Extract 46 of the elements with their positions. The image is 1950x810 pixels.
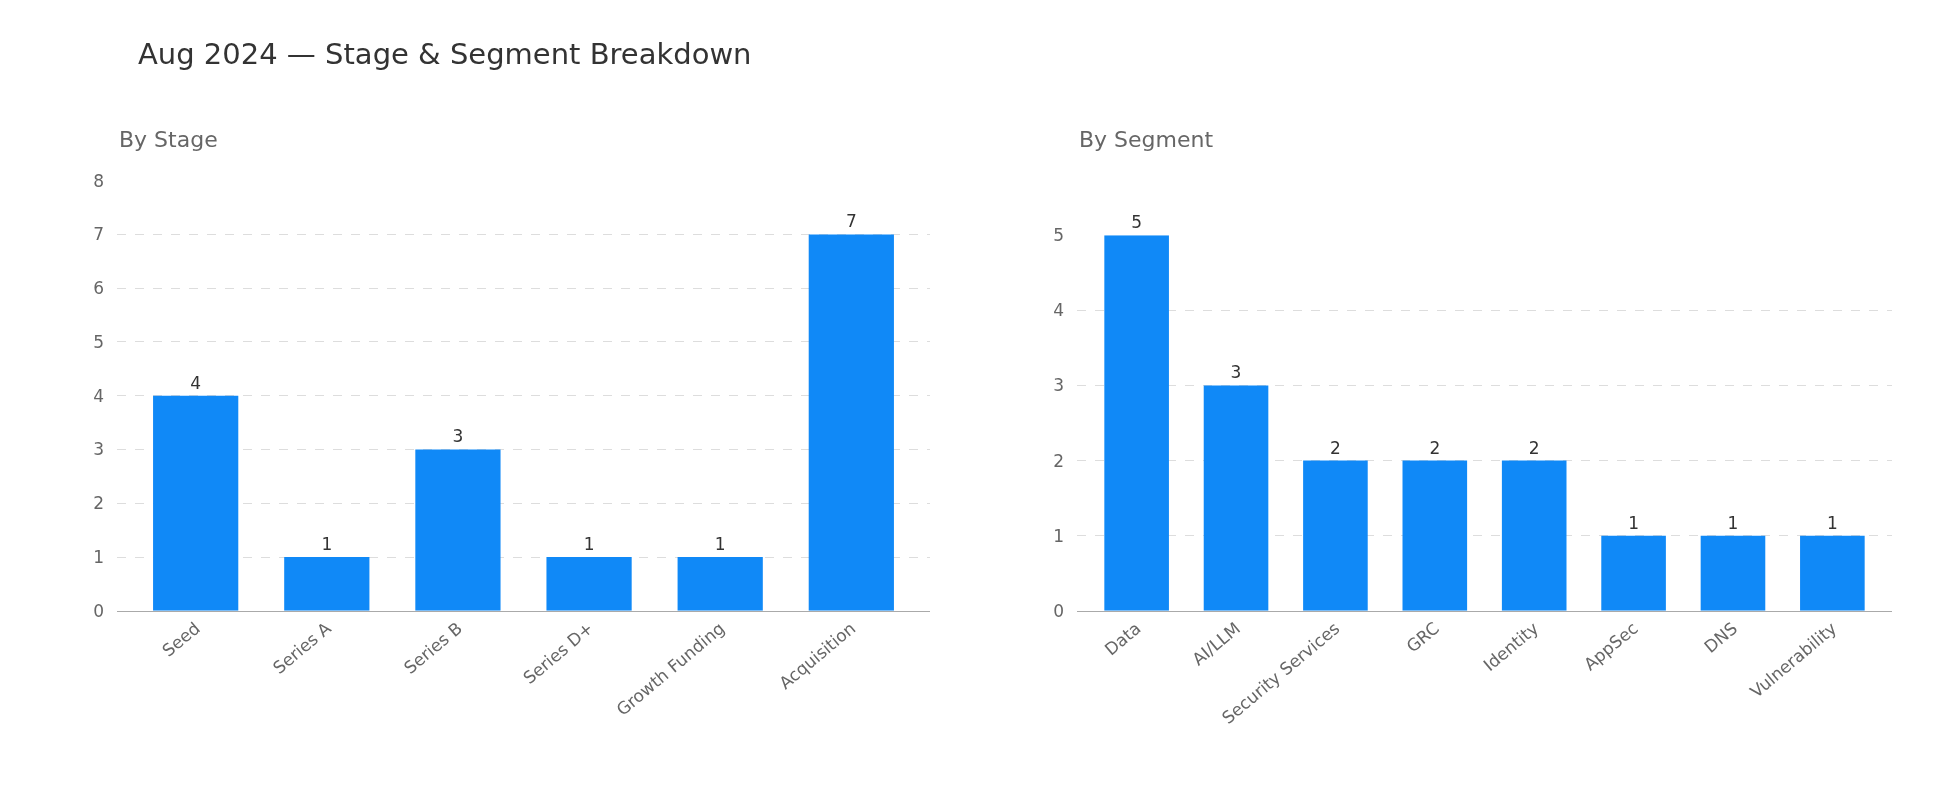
data-label: 1: [1826, 512, 1838, 533]
y-tick-label: 3: [93, 439, 104, 460]
data-label: 5: [1131, 212, 1143, 233]
bar: [153, 395, 239, 611]
bar: [1800, 535, 1865, 611]
data-label: 1: [1727, 512, 1739, 533]
y-tick-label: 8: [93, 170, 104, 191]
y-tick-label: 5: [93, 331, 104, 352]
data-label: 1: [583, 534, 595, 555]
data-label: 3: [1230, 362, 1242, 383]
bar: [1303, 460, 1368, 611]
chart-subtitle: By Stage: [119, 127, 218, 152]
data-label: 7: [845, 211, 857, 232]
data-label: 2: [1528, 437, 1540, 458]
y-tick-label: 4: [1053, 300, 1064, 321]
y-tick-label: 0: [93, 600, 104, 621]
chart-subtitle: By Segment: [1079, 127, 1214, 152]
y-tick-label: 3: [1053, 375, 1064, 396]
y-tick-label: 0: [1053, 600, 1064, 621]
y-tick-label: 1: [93, 546, 104, 567]
y-tick-label: 2: [93, 493, 104, 514]
bar: [1501, 460, 1567, 611]
bar: [1700, 535, 1766, 611]
bar: [1203, 385, 1269, 611]
data-label: 2: [1330, 437, 1341, 458]
y-tick-label: 6: [93, 278, 104, 299]
bar: [1402, 460, 1468, 611]
data-label: 1: [321, 534, 333, 555]
bar: [284, 557, 370, 611]
data-label: 4: [190, 372, 202, 393]
bar: [415, 449, 501, 611]
bar: [808, 234, 894, 611]
y-tick-label: 4: [93, 385, 104, 406]
data-label: 2: [1429, 437, 1441, 458]
bar: [1104, 235, 1169, 611]
y-tick-label: 1: [1053, 525, 1064, 546]
data-label: 1: [1628, 512, 1639, 533]
y-tick-label: 5: [1053, 225, 1064, 246]
bar: [677, 557, 763, 611]
chart-title: Aug 2024 — Stage & Segment Breakdown: [138, 37, 752, 71]
y-tick-label: 7: [93, 224, 104, 245]
y-tick-label: 2: [1053, 450, 1064, 471]
bar: [546, 557, 632, 611]
bar: [1601, 535, 1666, 611]
data-label: 1: [714, 534, 726, 555]
data-label: 3: [452, 426, 464, 447]
